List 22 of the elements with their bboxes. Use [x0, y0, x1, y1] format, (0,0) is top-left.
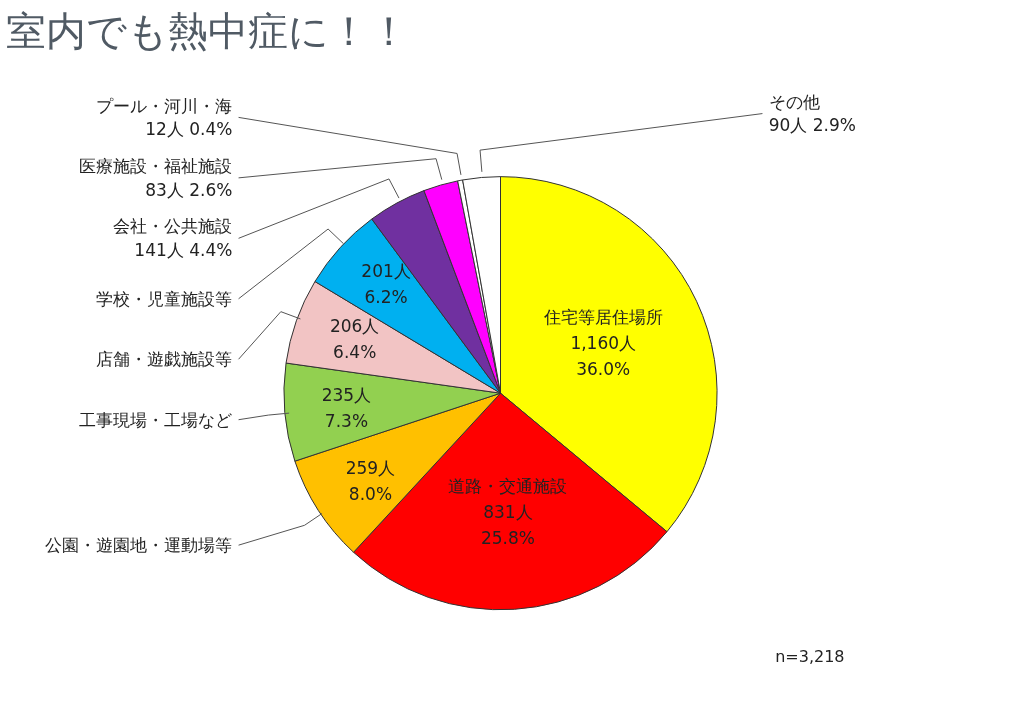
slice-label: 店舗・遊戯施設等: [96, 349, 233, 370]
data-label: 83人 2.6%: [145, 179, 233, 200]
data-label: 831人 25.8%: [480, 501, 535, 548]
slice-label: 住宅等居住場所: [542, 306, 663, 327]
slice-label: 公園・遊園地・運動場等: [45, 535, 233, 556]
data-label: 201人 6.2%: [361, 261, 411, 308]
data-label: 206人 6.4%: [329, 316, 380, 363]
data-label: 1,160人 36.0%: [570, 332, 637, 379]
slice-label: 学校・児童施設等: [96, 288, 233, 309]
data-label: 90人 2.9%: [768, 115, 856, 136]
data-label: 12人 0.4%: [145, 119, 233, 140]
slice-label: 医療施設・福祉施設: [79, 155, 233, 176]
slice-label: プール・河川・海: [96, 95, 233, 116]
slice-label: 工事現場・工場など: [79, 409, 233, 430]
slice-label: 会社・公共施設: [113, 216, 233, 237]
slice-label: 道路・交通施設: [448, 475, 568, 496]
chart-title: 室内でも熱中症に！！: [5, 7, 409, 54]
slice-label: その他: [768, 91, 820, 112]
data-label: 235人 7.3%: [321, 384, 372, 431]
data-label: 141人 4.4%: [134, 240, 233, 261]
data-label: 259人 8.0%: [345, 457, 396, 504]
text: n=3,218: [775, 647, 845, 667]
